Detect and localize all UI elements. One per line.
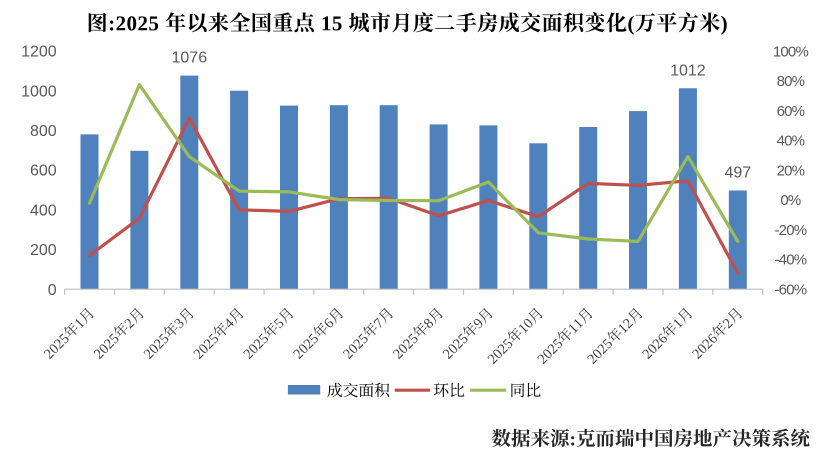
svg-text:1012: 1012 xyxy=(670,62,706,79)
svg-text:0%: 0% xyxy=(780,192,801,209)
svg-text:-40%: -40% xyxy=(774,252,806,269)
svg-text:40%: 40% xyxy=(777,133,805,150)
svg-text:1076: 1076 xyxy=(172,50,208,67)
svg-text:100%: 100% xyxy=(773,43,809,60)
svg-text:1000: 1000 xyxy=(21,83,57,100)
svg-text:400: 400 xyxy=(30,202,57,219)
svg-text:-20%: -20% xyxy=(774,222,806,239)
svg-text:1200: 1200 xyxy=(21,44,57,61)
svg-text:600: 600 xyxy=(30,163,57,180)
svg-text:-60%: -60% xyxy=(774,281,806,298)
svg-text:20%: 20% xyxy=(777,162,805,179)
svg-text:60%: 60% xyxy=(777,103,805,120)
svg-text:800: 800 xyxy=(30,123,57,140)
svg-text:0: 0 xyxy=(48,282,57,299)
svg-text:80%: 80% xyxy=(777,73,805,90)
svg-text:200: 200 xyxy=(30,242,57,259)
svg-text:497: 497 xyxy=(724,165,751,182)
